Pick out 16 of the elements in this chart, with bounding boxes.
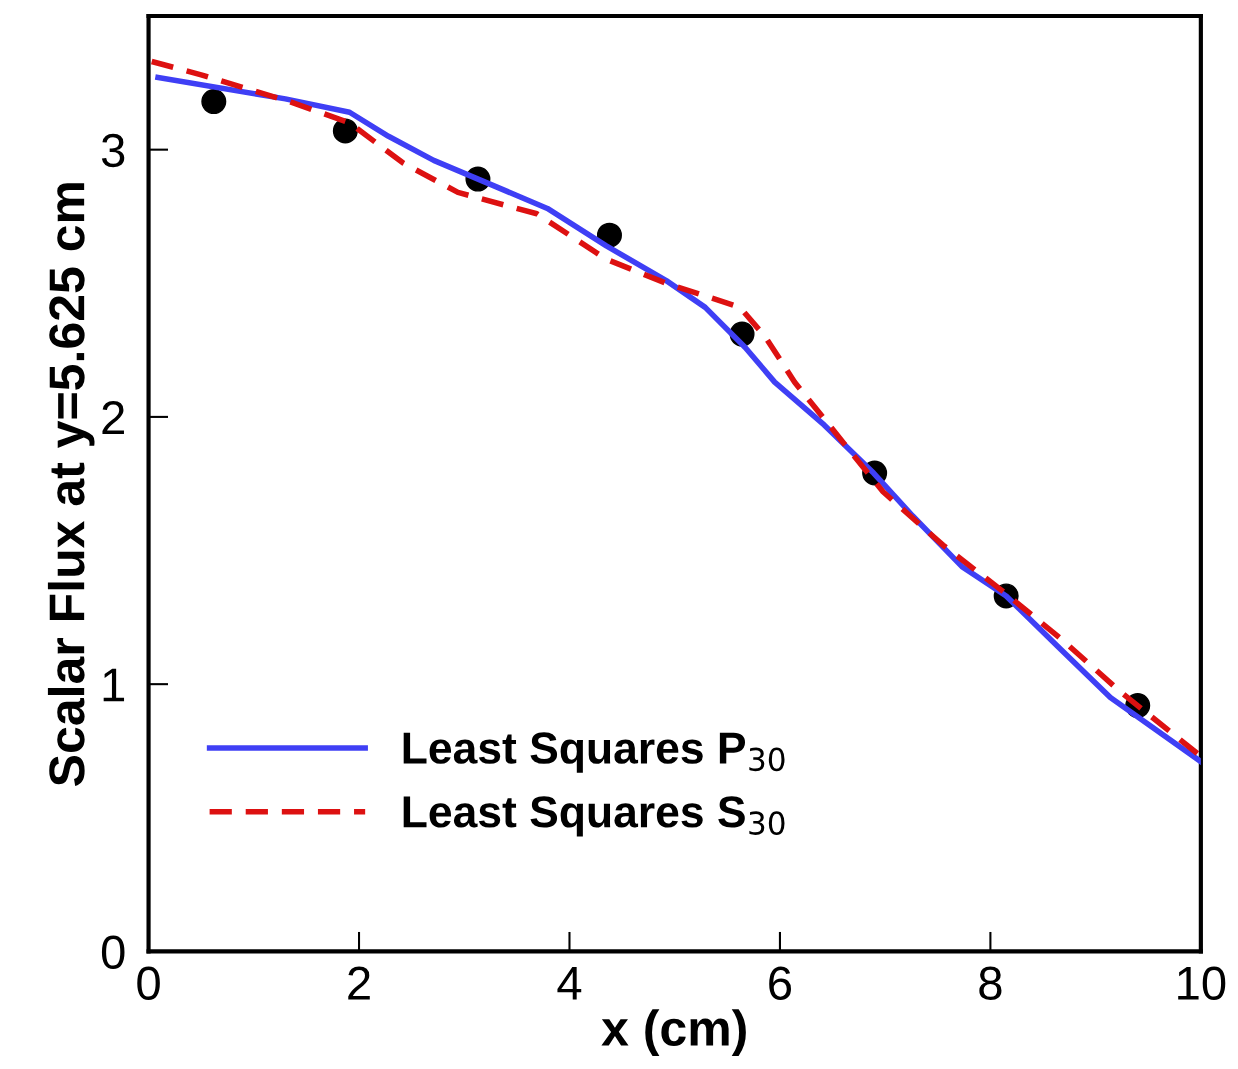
legend-label: Least Squares S$_{30}$	[403, 796, 785, 837]
y-axis-title: Scalar Flux at y=5.625 cm	[47, 183, 95, 786]
x-tick-label: 2	[348, 966, 370, 1000]
x-tick-label: 6	[769, 966, 791, 1000]
point	[201, 89, 227, 115]
x-axis-title: x (cm)	[601, 1009, 746, 1056]
point	[332, 118, 358, 144]
y-tick-label: 3	[101, 133, 125, 168]
legend-label: Least Squares P$_{30}$	[403, 732, 785, 773]
y-tick-label: 1	[103, 668, 125, 702]
x-tick-label: 4	[557, 967, 582, 1000]
x-tick-label: 0	[137, 966, 160, 1000]
y-tick-label: 2	[102, 401, 124, 435]
y-tick-label: 0	[101, 935, 125, 969]
x-tick-label: 10	[1178, 966, 1226, 1000]
x-tick-label: 8	[979, 966, 1002, 1000]
